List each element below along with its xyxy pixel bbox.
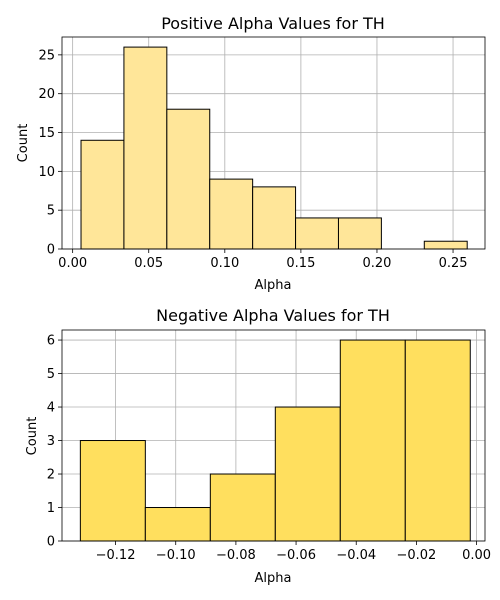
y-tick-label: 10	[38, 165, 55, 180]
histogram-bar	[423, 240, 468, 250]
y-tick-label: 5	[47, 367, 55, 382]
histogram-bar	[144, 507, 211, 542]
x-tick-label: −0.08	[216, 548, 256, 563]
histogram-bar	[80, 139, 125, 250]
ticks: −0.12 −0.10 −0.08 −0.06 −0.04 −0.02 0.00 0 1 2 3 4 5…	[47, 334, 491, 563]
x-tick-label: 0.10	[210, 256, 239, 271]
bars	[80, 46, 468, 250]
y-tick-label: 1	[47, 501, 55, 516]
x-tick-label: 0.00	[58, 256, 87, 271]
y-tick-label: 0	[47, 535, 55, 550]
histogram-bar	[252, 186, 297, 250]
y-axis-label: Count	[25, 417, 40, 456]
histogram-bar	[339, 339, 406, 542]
y-tick-label: 6	[47, 334, 55, 349]
x-tick-label: −0.06	[276, 548, 316, 563]
x-axis-label: Alpha	[255, 571, 292, 586]
x-tick-label: −0.10	[156, 548, 196, 563]
y-tick-label: 0	[47, 243, 55, 258]
x-tick-label: −0.04	[336, 548, 376, 563]
ticks: 0.00 0.05 0.10 0.15 0.20 0.25 0 5 10 15 20 25	[38, 48, 467, 271]
y-tick-label: 3	[47, 434, 55, 449]
x-tick-label: 0.05	[134, 256, 163, 271]
y-tick-label: 20	[38, 87, 55, 102]
x-axis-label: Alpha	[255, 278, 292, 293]
chart-positive-alpha: Positive Alpha Values for TH Alpha Count…	[16, 14, 486, 293]
x-tick-label: −0.02	[396, 548, 436, 563]
histogram-bar	[295, 217, 339, 250]
chart-title: Negative Alpha Values for TH	[156, 306, 390, 325]
y-axis-label: Count	[16, 124, 31, 163]
histogram-bar	[274, 406, 341, 542]
histogram-bar	[337, 217, 382, 250]
x-tick-label: 0.25	[439, 256, 468, 271]
y-tick-label: 5	[47, 204, 55, 219]
x-tick-label: 0.00	[462, 548, 491, 563]
y-tick-label: 2	[47, 468, 55, 483]
histogram-bar	[123, 46, 168, 250]
x-tick-label: 0.15	[286, 256, 315, 271]
bars	[79, 339, 471, 542]
plot-frame	[61, 329, 486, 542]
chart-negative-alpha: Negative Alpha Values for TH Alpha Count…	[25, 306, 491, 586]
plot-frame	[61, 36, 486, 250]
x-tick-label: −0.12	[96, 548, 136, 563]
x-tick-label: 0.20	[362, 256, 391, 271]
chart-title: Positive Alpha Values for TH	[161, 14, 385, 33]
histogram-bar	[79, 440, 146, 542]
y-tick-label: 25	[38, 48, 55, 63]
histogram-bar	[209, 178, 254, 250]
y-tick-label: 4	[47, 401, 55, 416]
histogram-bar	[404, 339, 471, 542]
histogram-bar	[166, 108, 211, 250]
histogram-bar	[209, 473, 276, 542]
y-tick-label: 15	[38, 126, 55, 141]
